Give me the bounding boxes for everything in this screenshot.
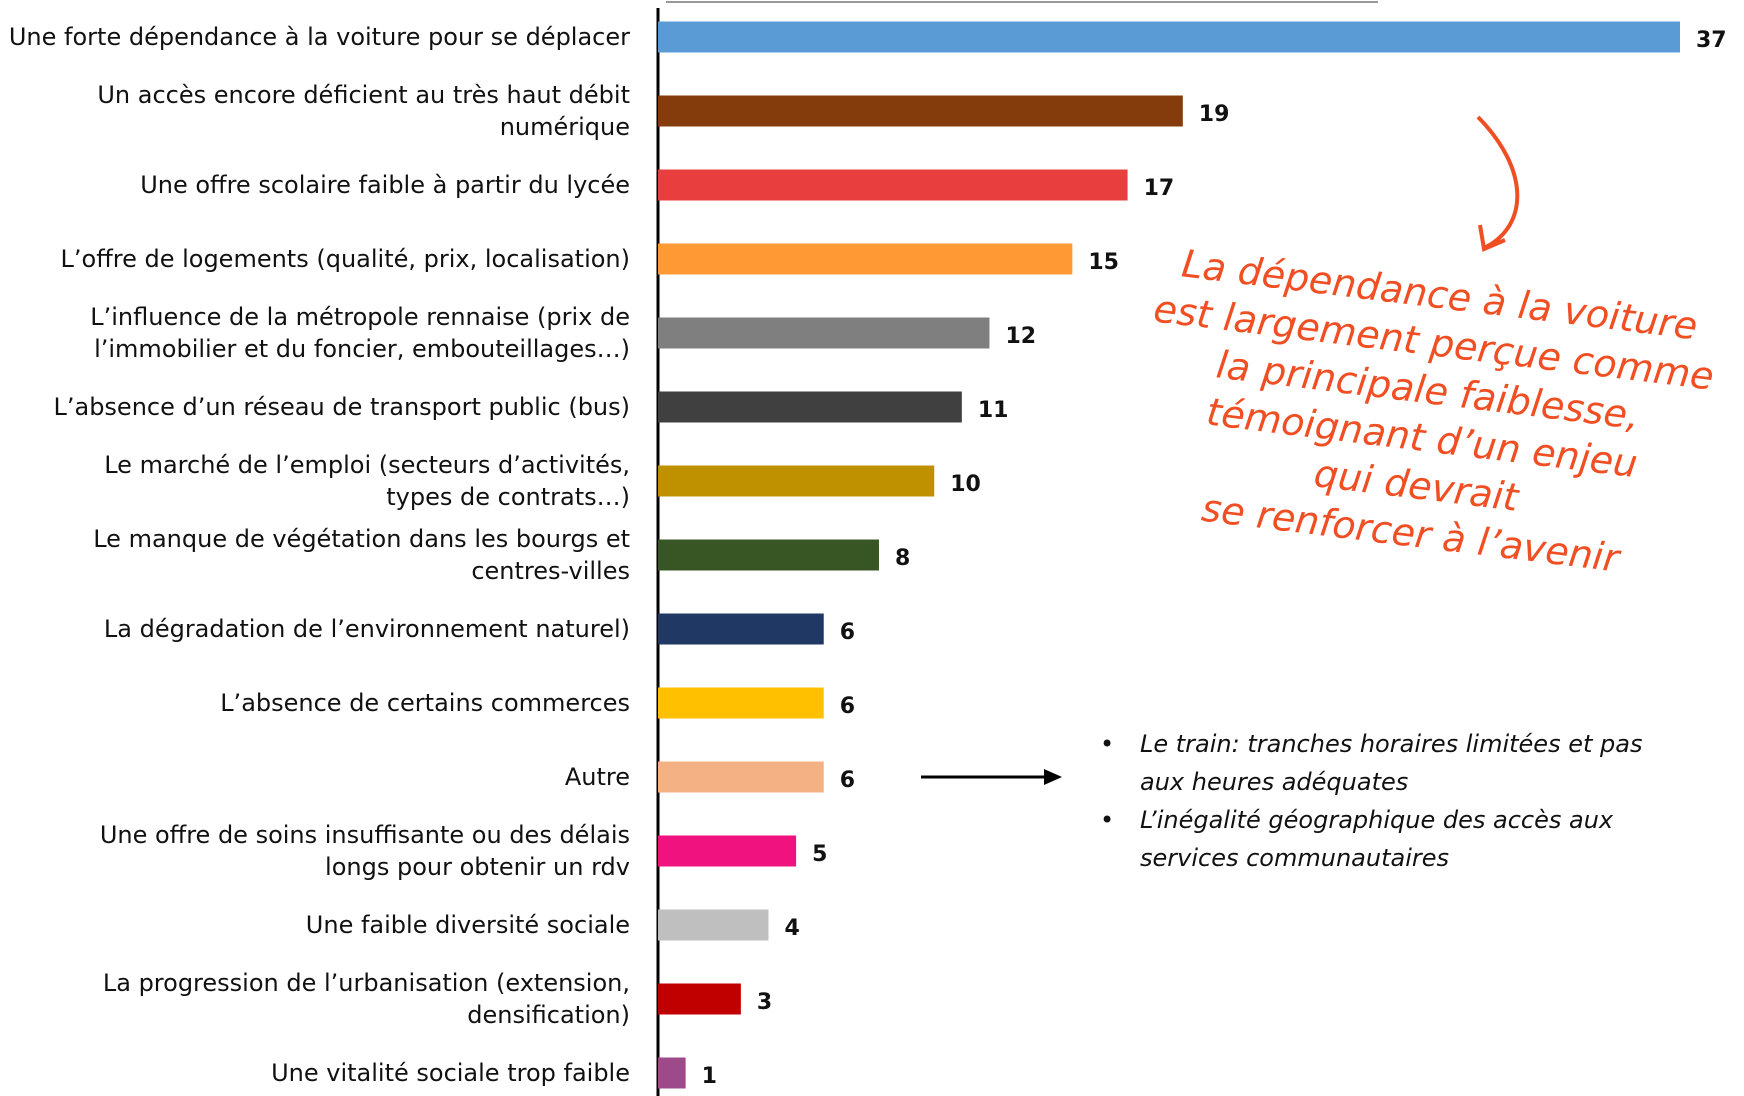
category-label: L’influence de la métropole rennaise (pr… <box>90 303 630 363</box>
note: Le train: tranches horaires limitées et … <box>1100 725 1660 801</box>
category-label: Le manque de végétation dans les bourgs … <box>93 525 630 585</box>
category-label: Un accès encore déficient au très haut d… <box>97 81 630 141</box>
value-label: 1 <box>702 1064 717 1089</box>
value-label: 10 <box>950 472 981 497</box>
value-label: 11 <box>978 398 1009 423</box>
category-label: La progression de l’urbanisation (extens… <box>102 969 630 1029</box>
category-label: Une vitalité sociale trop faible <box>271 1059 630 1087</box>
category-label: La dégradation de l’environnement nature… <box>103 615 630 643</box>
value-label: 15 <box>1088 250 1119 275</box>
category-label: Le marché de l’emploi (secteurs d’activi… <box>104 451 630 511</box>
bar <box>658 909 769 941</box>
bar <box>658 243 1073 275</box>
value-label: 37 <box>1696 28 1727 53</box>
category-label: Une faible diversité sociale <box>305 911 630 939</box>
category-label: Une forte dépendance à la voiture pour s… <box>8 23 630 51</box>
bar <box>658 95 1183 127</box>
notes: Le train: tranches horaires limitées et … <box>1100 725 1660 877</box>
bar <box>658 1057 686 1089</box>
bar <box>658 835 797 867</box>
value-label: 12 <box>1005 324 1036 349</box>
value-label: 8 <box>895 546 910 571</box>
bar <box>658 465 935 497</box>
bar <box>658 983 741 1015</box>
value-label: 6 <box>840 620 855 645</box>
arrow-head <box>1044 769 1062 785</box>
category-label: Autre <box>564 763 630 791</box>
value-label: 4 <box>784 916 799 941</box>
value-label: 3 <box>757 990 772 1015</box>
value-label: 19 <box>1199 102 1230 127</box>
bar <box>658 539 879 571</box>
value-label: 6 <box>840 768 855 793</box>
bar <box>658 317 990 349</box>
value-label: 6 <box>840 694 855 719</box>
bar <box>658 761 824 793</box>
category-label: Une offre scolaire faible à partir du ly… <box>140 171 630 199</box>
bar <box>658 169 1128 201</box>
category-label: Une offre de soins insuffisante ou des d… <box>99 821 630 881</box>
curved-arrow-head <box>1478 224 1506 252</box>
curved-arrow <box>1476 115 1520 249</box>
category-label: L’offre de logements (qualité, prix, loc… <box>60 245 630 273</box>
bar <box>658 613 824 645</box>
bar <box>658 21 1680 53</box>
value-label: 17 <box>1144 176 1175 201</box>
value-label: 5 <box>812 842 827 867</box>
bar <box>658 391 962 423</box>
note: L’inégalité géographique des accès aux s… <box>1100 801 1660 877</box>
category-label: L’absence d’un réseau de transport publi… <box>53 393 630 421</box>
bar <box>658 687 824 719</box>
category-label: L’absence de certains commerces <box>220 689 630 717</box>
